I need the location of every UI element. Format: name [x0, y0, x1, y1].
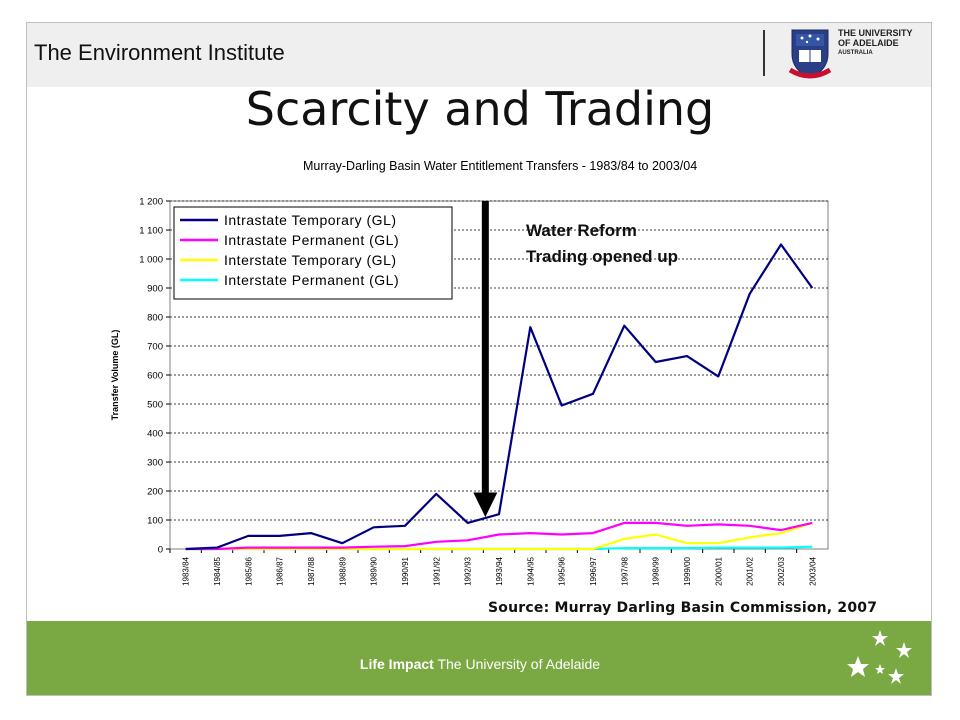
reform-arrow-head: [473, 492, 498, 518]
x-tick-label: 1989/90: [370, 556, 379, 585]
x-tick-label: 1997/98: [620, 556, 629, 585]
slide-title: Scarcity and Trading: [245, 82, 715, 136]
legend-entry: Intrastate Permanent (GL): [224, 232, 399, 248]
water-reform-annotation: Water Reform Trading opened up: [526, 218, 678, 270]
y-tick-label: 900: [147, 284, 163, 295]
footer-band: [27, 621, 931, 695]
y-tick-label: 600: [147, 371, 163, 382]
y-tick-label: 1 200: [139, 197, 163, 208]
y-axis-label: Transfer Volume (GL): [110, 330, 120, 421]
x-tick-label: 1984/85: [213, 556, 222, 585]
x-tick-label: 1995/96: [558, 556, 567, 585]
x-tick-label: 1990/91: [401, 556, 410, 585]
y-tick-label: 1 100: [139, 226, 163, 237]
x-tick-label: 2003/04: [808, 556, 817, 585]
y-tick-label: 700: [147, 342, 163, 353]
institute-name: The Environment Institute: [34, 40, 285, 65]
y-tick-label: 400: [147, 429, 163, 440]
x-tick-label: 2000/01: [714, 556, 723, 585]
x-tick-label: 1986/87: [276, 556, 285, 585]
y-tick-label: 200: [147, 487, 163, 498]
legend-entry: Intrastate Temporary (GL): [224, 212, 397, 228]
x-tick-label: 1994/95: [526, 556, 535, 585]
x-tick-label: 2002/03: [777, 556, 786, 585]
x-tick-label: 1987/88: [307, 556, 316, 585]
y-tick-label: 0: [158, 545, 163, 556]
transfers-line-chart: 0 100 200 300 400 500 600 700 800 900 1 000 1 100 1 …: [110, 197, 829, 586]
x-tick-label: 1999/00: [683, 556, 692, 585]
x-tick-label: 1991/92: [432, 556, 441, 585]
legend-entry: Interstate Permanent (GL): [224, 272, 399, 288]
footer-university: The University of Adelaide: [437, 656, 601, 672]
x-tick-label: 2001/02: [746, 556, 755, 585]
x-tick-label: 1996/97: [589, 556, 598, 585]
university-crest-logo: [788, 29, 832, 79]
x-tick-label: 1993/94: [495, 556, 504, 585]
legend-entry: Interstate Temporary (GL): [224, 252, 397, 268]
university-wordmark: THE UNIVERSITY OF ADELAIDE AUSTRALIA: [838, 28, 913, 58]
y-tick-label: 1 000: [139, 255, 163, 266]
footer-text: Life Impact The University of Adelaide: [0, 656, 960, 672]
x-tick-label: 1998/99: [652, 556, 661, 585]
legend-box: [173, 206, 453, 300]
annotation-line-1: Water Reform: [526, 221, 637, 240]
chart-title: Murray-Darling Basin Water Entitlement T…: [303, 159, 698, 173]
university-line-3: AUSTRALIA: [838, 50, 873, 56]
y-tick-label: 300: [147, 458, 163, 469]
x-tick-label: 1988/89: [338, 556, 347, 585]
annotation-line-2: Trading opened up: [526, 247, 679, 266]
logo-divider: [763, 30, 765, 76]
x-tick-label: 1992/93: [464, 556, 473, 585]
y-tick-label: 800: [147, 313, 163, 324]
header-band: [27, 23, 931, 87]
x-tick-label: 1983/84: [182, 556, 191, 585]
university-line-2: OF ADELAIDE: [838, 38, 899, 48]
y-tick-label: 100: [147, 516, 163, 527]
y-tick-label: 500: [147, 400, 163, 411]
source-citation: Source: Murray Darling Basin Commission,…: [488, 600, 878, 616]
footer-bold: Life Impact: [359, 656, 434, 672]
x-tick-label: 1985/86: [244, 556, 253, 585]
southern-cross-stars-icon: [847, 630, 912, 684]
university-line-1: THE UNIVERSITY: [838, 28, 913, 38]
